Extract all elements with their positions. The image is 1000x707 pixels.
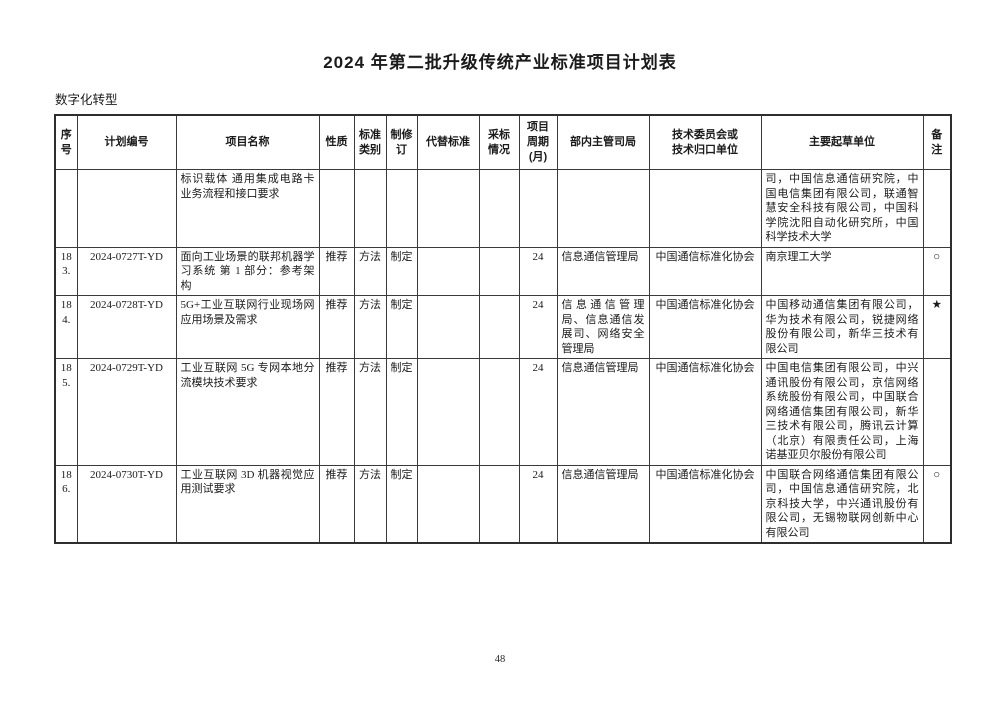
cell-nature: 推荐: [318, 295, 355, 359]
header-adoption: 采标 情况: [478, 114, 520, 170]
cell-adoption: [478, 358, 520, 466]
table-row: 183. 2024-0727T-YD 面向工业场景的联邦机器学习系统 第 1 部…: [54, 246, 952, 296]
header-period: 项目 周期 (月): [518, 114, 558, 170]
cell-replaced-standard: [416, 295, 480, 359]
cell-seq: [54, 169, 78, 248]
cell-revision: [385, 169, 418, 248]
cell-nature: 推荐: [318, 358, 355, 466]
cell-seq: 184.: [54, 295, 78, 359]
cell-remark: [922, 358, 952, 466]
header-category: 标准 类别: [353, 114, 387, 170]
header-dept: 部内主管司局: [556, 114, 650, 170]
table-row: 186. 2024-0730T-YD 工业互联网 3D 机器视觉应用测试要求 推…: [54, 464, 952, 544]
cell-plan-no: 2024-0727T-YD: [76, 246, 177, 296]
cell-adoption: [478, 246, 520, 296]
cell-drafters: 司，中国信息通信研究院，中国电信集团有限公司，联通智慧安全科技有限公司，中国科学…: [760, 169, 924, 248]
table-header: 序 号 计划编号 项目名称 性质 标准 类别 制修 订 代替标准 采标 情况 项…: [54, 114, 952, 170]
header-seq: 序 号: [54, 114, 78, 170]
cell-plan-no: [76, 169, 177, 248]
header-replaced-standard: 代替标准: [416, 114, 480, 170]
header-drafters: 主要起草单位: [760, 114, 924, 170]
cell-period: 24: [518, 246, 558, 296]
cell-revision: 制定: [385, 246, 418, 296]
cell-period: 24: [518, 295, 558, 359]
cell-replaced-standard: [416, 169, 480, 248]
cell-revision: 制定: [385, 464, 418, 544]
cell-period: 24: [518, 464, 558, 544]
header-committee: 技术委员会或 技术归口单位: [648, 114, 762, 170]
cell-remark: ★: [922, 295, 952, 359]
cell-category: 方法: [353, 246, 387, 296]
cell-nature: 推荐: [318, 246, 355, 296]
cell-replaced-standard: [416, 246, 480, 296]
cell-project-name: 工业互联网 5G 专网本地分流模块技术要求: [175, 358, 320, 466]
cell-category: 方法: [353, 464, 387, 544]
cell-replaced-standard: [416, 358, 480, 466]
cell-seq: 183.: [54, 246, 78, 296]
cell-dept: [556, 169, 650, 248]
cell-project-name: 面向工业场景的联邦机器学习系统 第 1 部分：参考架构: [175, 246, 320, 296]
page-title: 2024 年第二批升级传统产业标准项目计划表: [323, 53, 677, 72]
cell-committee: 中国通信标准化协会: [648, 358, 762, 466]
header-project-name: 项目名称: [175, 114, 320, 170]
cell-replaced-standard: [416, 464, 480, 544]
table-row: 标识载体 通用集成电路卡业务流程和接口要求 司，中国信息通信研究院，中国电信集团…: [54, 169, 952, 248]
cell-seq: 186.: [54, 464, 78, 544]
table-body: 标识载体 通用集成电路卡业务流程和接口要求 司，中国信息通信研究院，中国电信集团…: [54, 169, 952, 544]
cell-committee: 中国通信标准化协会: [648, 295, 762, 359]
cell-drafters: 中国联合网络通信集团有限公司，中国信息通信研究院，北京科技大学，中兴通讯股份有限…: [760, 464, 924, 544]
cell-plan-no: 2024-0728T-YD: [76, 295, 177, 359]
cell-period: [518, 169, 558, 248]
cell-plan-no: 2024-0729T-YD: [76, 358, 177, 466]
header-remark: 备 注: [922, 114, 952, 170]
cell-project-name: 5G+工业互联网行业现场网应用场景及需求: [175, 295, 320, 359]
cell-revision: 制定: [385, 358, 418, 466]
cell-drafters: 南京理工大学: [760, 246, 924, 296]
table-row: 184. 2024-0728T-YD 5G+工业互联网行业现场网应用场景及需求 …: [54, 295, 952, 359]
cell-period: 24: [518, 358, 558, 466]
cell-drafters: 中国电信集团有限公司，中兴通讯股份有限公司，京信网络系统股份有限公司，中国联合网…: [760, 358, 924, 466]
cell-committee: 中国通信标准化协会: [648, 464, 762, 544]
cell-committee: 中国通信标准化协会: [648, 246, 762, 296]
cell-dept: 信息通信管理局: [556, 358, 650, 466]
cell-adoption: [478, 169, 520, 248]
header-revision: 制修 订: [385, 114, 418, 170]
cell-remark: ○: [922, 464, 952, 544]
cell-adoption: [478, 464, 520, 544]
cell-nature: [318, 169, 355, 248]
cell-seq: 185.: [54, 358, 78, 466]
cell-category: [353, 169, 387, 248]
cell-project-name: 标识载体 通用集成电路卡业务流程和接口要求: [175, 169, 320, 248]
header-nature: 性质: [318, 114, 355, 170]
cell-plan-no: 2024-0730T-YD: [76, 464, 177, 544]
cell-category: 方法: [353, 358, 387, 466]
cell-dept: 信息通信管理局: [556, 464, 650, 544]
cell-remark: [922, 169, 952, 248]
cell-remark: ○: [922, 246, 952, 296]
cell-committee: [648, 169, 762, 248]
cell-drafters: 中国移动通信集团有限公司，华为技术有限公司，锐捷网络股份有限公司，新华三技术有限…: [760, 295, 924, 359]
cell-dept: 信息通信管理局、信息通信发展司、网络安全管理局: [556, 295, 650, 359]
cell-project-name: 工业互联网 3D 机器视觉应用测试要求: [175, 464, 320, 544]
standards-table: 序 号 计划编号 项目名称 性质 标准 类别 制修 订 代替标准 采标 情况 项…: [54, 114, 952, 544]
section-label: 数字化转型: [55, 93, 118, 107]
page-number: 48: [494, 654, 506, 665]
header-plan-no: 计划编号: [76, 114, 177, 170]
cell-nature: 推荐: [318, 464, 355, 544]
table-header-row: 序 号 计划编号 项目名称 性质 标准 类别 制修 订 代替标准 采标 情况 项…: [54, 114, 952, 170]
cell-adoption: [478, 295, 520, 359]
cell-dept: 信息通信管理局: [556, 246, 650, 296]
table-row: 185. 2024-0729T-YD 工业互联网 5G 专网本地分流模块技术要求…: [54, 358, 952, 466]
cell-category: 方法: [353, 295, 387, 359]
cell-revision: 制定: [385, 295, 418, 359]
